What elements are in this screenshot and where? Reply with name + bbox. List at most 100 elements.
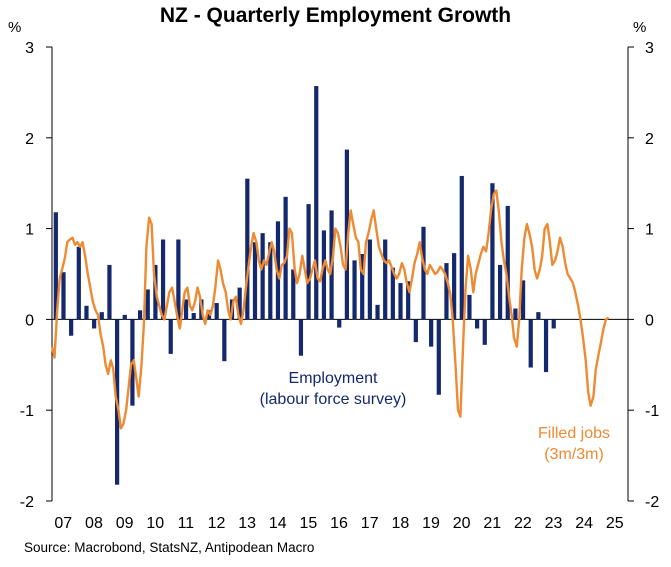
employment-bar xyxy=(413,319,418,343)
employment-bar xyxy=(183,299,189,320)
employment-bar xyxy=(252,242,258,320)
employment-bar xyxy=(344,149,349,320)
x-tick-label: 15 xyxy=(300,515,318,532)
employment-bar xyxy=(306,204,311,320)
y-tick-label-right: -1 xyxy=(645,403,659,420)
employment-bar xyxy=(145,289,150,320)
employment-bar xyxy=(436,319,441,395)
employment-bar xyxy=(390,267,395,320)
x-tick-label: 14 xyxy=(269,515,287,532)
y-unit-right: % xyxy=(633,19,646,36)
y-tick-label-left: 3 xyxy=(25,40,34,57)
employment-bar xyxy=(176,239,181,320)
series-labels: Employment (labour force survey) Filled jo… xyxy=(260,370,610,463)
x-tick-label: 23 xyxy=(545,515,563,532)
employment-bar xyxy=(520,280,526,320)
x-tick-label: 07 xyxy=(54,515,72,532)
x-tick-label: 24 xyxy=(575,515,593,532)
employment-bar xyxy=(337,319,342,328)
employment-bar xyxy=(268,242,273,320)
employment-bar xyxy=(543,319,549,373)
employment-bar xyxy=(452,253,457,320)
y-unit-left: % xyxy=(8,19,21,36)
employment-bar xyxy=(482,319,487,345)
employment-label-sub: (labour force survey) xyxy=(260,391,407,408)
employment-bar xyxy=(551,319,556,329)
employment-bar xyxy=(222,319,227,362)
employment-bar xyxy=(352,260,357,320)
x-tick-label: 08 xyxy=(85,515,103,532)
filled-jobs-label-sub: (3m/3m) xyxy=(544,446,604,463)
employment-bar xyxy=(406,281,411,320)
employment-bar xyxy=(421,226,426,320)
employment-bar xyxy=(475,319,480,329)
employment-bar xyxy=(191,313,196,320)
employment-bar xyxy=(61,272,66,320)
x-tick-label: 17 xyxy=(361,515,379,532)
employment-bar xyxy=(513,308,518,320)
x-tick-label: 13 xyxy=(238,515,256,532)
employment-bar xyxy=(245,178,250,320)
employment-bar xyxy=(99,312,104,320)
x-tick-label: 12 xyxy=(208,515,226,532)
employment-bar xyxy=(291,269,296,320)
y-tick-label-right: 1 xyxy=(645,222,654,239)
x-tick-label: 25 xyxy=(606,515,624,532)
employment-bar xyxy=(122,314,127,320)
x-tick-label: 09 xyxy=(116,515,134,532)
employment-bar xyxy=(360,254,365,320)
employment-bar xyxy=(398,283,403,320)
x-tick-label: 21 xyxy=(483,515,501,532)
chart-title: NZ - Quarterly Employment Growth xyxy=(159,4,512,27)
x-tick-label: 19 xyxy=(422,515,440,532)
y-tick-label-right: -2 xyxy=(645,494,659,511)
employment-bar xyxy=(467,294,472,320)
employment-bar xyxy=(505,205,510,320)
employment-bar xyxy=(160,239,166,320)
employment-bar xyxy=(375,304,380,320)
employment-bar xyxy=(314,86,319,320)
employment-bars xyxy=(53,86,556,485)
employment-bar xyxy=(459,175,464,320)
employment-label: Employment xyxy=(289,370,378,387)
y-tick-label-right: 3 xyxy=(645,40,654,57)
employment-bar xyxy=(444,263,449,320)
filled-jobs-line-group xyxy=(50,189,610,430)
employment-bar xyxy=(69,319,74,336)
employment-bar xyxy=(367,239,372,320)
y-tick-label-left: -2 xyxy=(20,494,34,511)
employment-bar xyxy=(490,183,495,320)
employment-bar xyxy=(429,319,434,347)
y-tick-label-right: 0 xyxy=(645,312,654,329)
employment-bar xyxy=(536,312,541,320)
x-tick-label: 16 xyxy=(330,515,348,532)
employment-bar xyxy=(137,310,143,320)
employment-bar xyxy=(107,264,112,320)
filled-jobs-line xyxy=(50,189,610,430)
filled-jobs-label: Filled jobs xyxy=(538,425,610,442)
employment-bar xyxy=(76,246,81,320)
employment-bar xyxy=(53,212,58,320)
y-tick-label-left: 1 xyxy=(25,222,34,239)
chart-source: Source: Macrobond, StatsNZ, Antipodean M… xyxy=(24,540,315,555)
x-tick-label: 10 xyxy=(146,515,164,532)
employment-bar xyxy=(497,264,503,320)
employment-bar xyxy=(321,230,327,320)
employment-bar xyxy=(84,305,89,320)
employment-bar xyxy=(260,233,265,320)
y-tick-label-right: 2 xyxy=(645,131,654,148)
employment-bar xyxy=(92,319,97,329)
employment-bar xyxy=(383,239,388,320)
x-tick-label: 20 xyxy=(453,515,471,532)
y-tick-label-left: 0 xyxy=(25,312,34,329)
employment-bar xyxy=(214,303,219,320)
y-tick-label-left: -1 xyxy=(20,403,34,420)
employment-bar xyxy=(528,319,533,368)
employment-bar xyxy=(298,319,304,356)
y-tick-label-left: 2 xyxy=(25,131,34,148)
x-tick-label: 22 xyxy=(514,515,532,532)
employment-bar xyxy=(237,287,242,320)
employment-bar xyxy=(168,319,173,354)
x-tick-label: 11 xyxy=(178,515,195,532)
